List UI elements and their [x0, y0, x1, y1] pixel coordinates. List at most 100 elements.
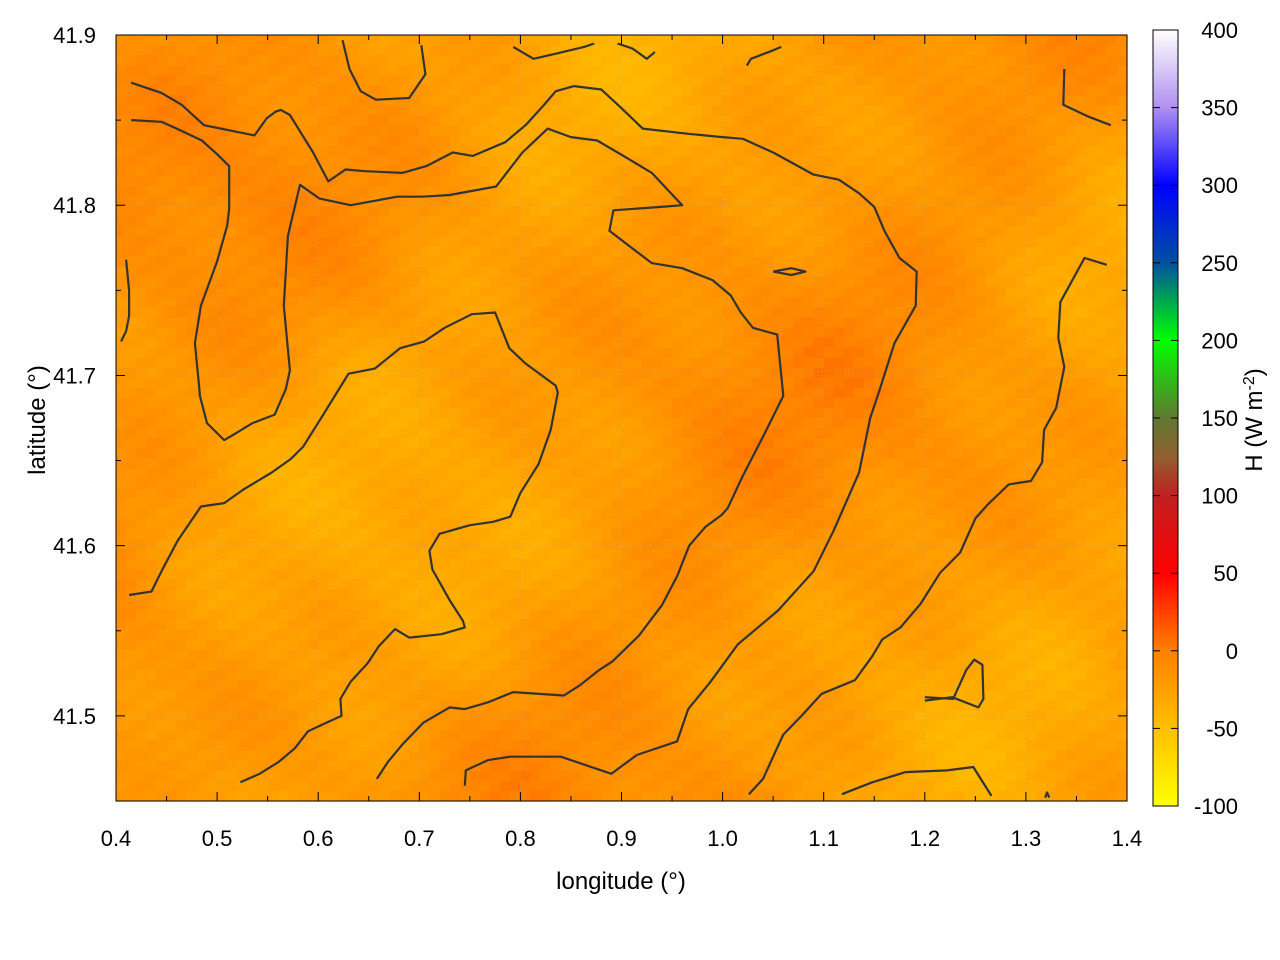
heatmap-cell — [1086, 478, 1098, 490]
heatmap-cell — [530, 176, 542, 187]
heatmap-cell — [328, 478, 340, 490]
heatmap-cell — [1005, 488, 1017, 500]
heatmap-cell — [439, 317, 451, 328]
heatmap-cell — [136, 387, 147, 399]
heatmap-cell — [833, 216, 845, 228]
heatmap-cell — [550, 55, 562, 66]
heatmap-cell — [500, 407, 511, 419]
heatmap-cell — [924, 347, 936, 359]
heatmap-cell — [156, 327, 168, 338]
heatmap-cell — [287, 166, 299, 177]
heatmap-cell — [318, 95, 329, 107]
heatmap-cell — [116, 438, 127, 449]
heatmap-cell — [793, 377, 805, 389]
heatmap-cell — [1025, 266, 1037, 278]
heatmap-cell — [965, 327, 976, 338]
heatmap-cell — [631, 95, 643, 107]
heatmap-cell — [348, 428, 360, 439]
heatmap-cell — [378, 155, 390, 167]
heatmap-cell — [894, 206, 906, 218]
heatmap-cell — [388, 216, 400, 228]
heatmap-cell — [227, 166, 238, 177]
heatmap-cell — [419, 397, 431, 409]
heatmap-cell — [611, 35, 623, 46]
heatmap-cell — [237, 307, 249, 318]
heatmap-cell — [1056, 266, 1067, 278]
heatmap-cell — [1056, 468, 1067, 480]
heatmap-cell — [479, 347, 491, 359]
heatmap-cell — [459, 438, 471, 449]
heatmap-cell — [136, 286, 147, 298]
heatmap-cell — [1096, 508, 1108, 520]
heatmap-cell — [186, 498, 198, 510]
heatmap-cell — [1066, 478, 1078, 490]
heatmap-cell — [1036, 508, 1047, 520]
heatmap-cell — [692, 216, 703, 228]
heatmap-cell — [388, 95, 400, 107]
heatmap-cell — [924, 196, 936, 207]
heatmap-cell — [419, 387, 431, 399]
heatmap-cell — [459, 317, 471, 328]
heatmap-cell — [813, 407, 825, 419]
heatmap-cell — [328, 135, 340, 147]
heatmap-cell — [500, 45, 511, 56]
heatmap-cell — [116, 528, 127, 540]
heatmap-cell — [328, 65, 340, 76]
heatmap-cell — [318, 327, 329, 338]
heatmap-cell — [1086, 65, 1098, 76]
heatmap-cell — [1056, 418, 1067, 429]
heatmap-cell — [722, 266, 734, 278]
heatmap-cell — [247, 145, 259, 157]
heatmap-cell — [803, 176, 815, 187]
heatmap-cell — [318, 65, 329, 76]
heatmap-cell — [570, 347, 582, 359]
heatmap-cell — [975, 246, 987, 258]
heatmap-cell — [510, 286, 521, 298]
heatmap-cell — [459, 155, 471, 167]
heatmap-cell — [611, 196, 623, 207]
heatmap-cell — [479, 125, 491, 137]
heatmap-cell — [894, 125, 906, 137]
heatmap-cell — [358, 196, 370, 207]
heatmap-cell — [611, 266, 623, 278]
heatmap-cell — [409, 135, 420, 147]
heatmap-cell — [297, 125, 309, 137]
heatmap-cell — [722, 448, 734, 459]
heatmap-cell — [975, 266, 987, 278]
heatmap-cell — [611, 327, 623, 338]
heatmap-cell — [1005, 327, 1017, 338]
heatmap-cell — [874, 508, 885, 520]
heatmap-cell — [166, 166, 178, 177]
heatmap-cell — [186, 65, 198, 76]
heatmap-cell — [752, 115, 764, 127]
heatmap-cell — [975, 307, 987, 318]
heatmap-cell — [914, 448, 926, 459]
heatmap-cell — [773, 145, 784, 157]
heatmap-cell — [297, 35, 309, 46]
heatmap-cell — [742, 35, 754, 46]
heatmap-cell — [591, 488, 602, 500]
heatmap-cell — [894, 297, 906, 308]
heatmap-cell — [783, 397, 794, 409]
heatmap-cell — [631, 397, 643, 409]
heatmap-cell — [894, 448, 906, 459]
heatmap-cell — [884, 488, 896, 500]
heatmap-cell — [409, 176, 420, 187]
heatmap-cell — [146, 528, 158, 540]
heatmap-cell — [803, 95, 815, 107]
heatmap-cell — [864, 357, 875, 369]
heatmap-cell — [894, 418, 906, 429]
heatmap-cell — [1096, 246, 1108, 258]
heatmap-cell — [1046, 407, 1057, 419]
heatmap-cell — [712, 337, 724, 349]
heatmap-cell — [186, 246, 198, 258]
heatmap-cell — [540, 55, 552, 66]
heatmap-cell — [308, 186, 319, 197]
heatmap-cell — [692, 246, 703, 258]
heatmap-cell — [793, 367, 805, 379]
heatmap-cell — [1086, 246, 1098, 258]
heatmap-cell — [399, 105, 410, 117]
heatmap-cell — [206, 55, 218, 66]
heatmap-cell — [318, 448, 329, 459]
heatmap-cell — [854, 518, 865, 530]
